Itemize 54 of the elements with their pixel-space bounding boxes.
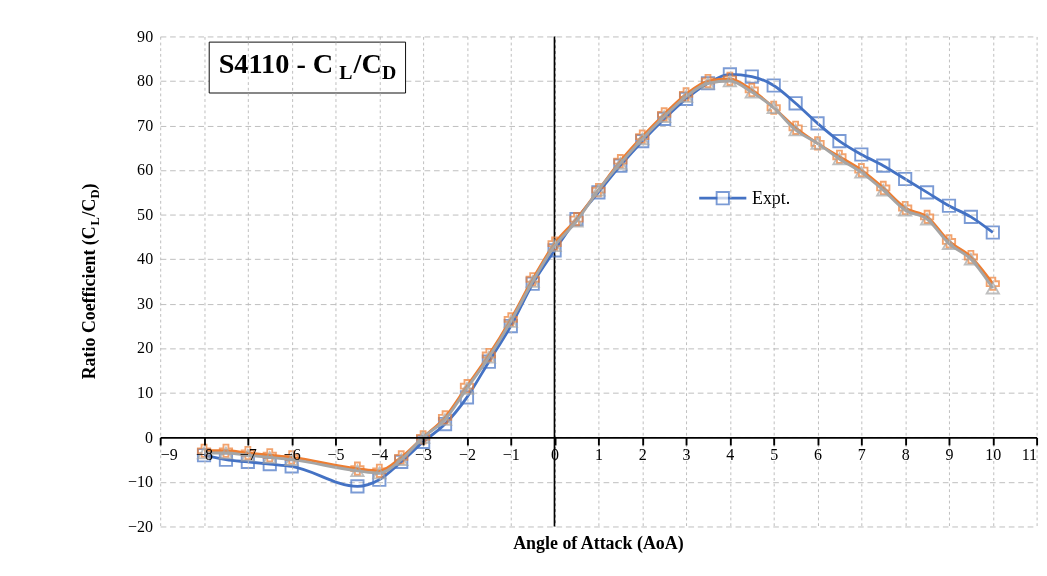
y-tick-label: −20 <box>128 517 154 535</box>
x-tick-label: −5 <box>327 445 345 463</box>
y-tick-label: 50 <box>137 205 154 223</box>
point <box>941 198 957 213</box>
point <box>744 69 759 84</box>
point <box>898 171 913 187</box>
x-tick-label: 11 <box>1021 445 1038 463</box>
y-tick-label: 90 <box>137 27 154 45</box>
x-tick-label: −3 <box>415 445 433 463</box>
point <box>350 479 365 494</box>
x-tick-label: 6 <box>813 445 823 463</box>
y-tick-label: 80 <box>137 72 154 90</box>
point <box>766 78 781 93</box>
point <box>788 96 803 111</box>
x-tick-label: 7 <box>857 445 866 463</box>
point <box>547 243 562 258</box>
point <box>876 158 891 173</box>
x-tick-label: −6 <box>283 445 301 463</box>
y-tick-label: 10 <box>137 384 154 402</box>
y-tick-label: 70 <box>137 116 154 134</box>
x-tick-label: 9 <box>945 445 954 463</box>
point <box>832 134 847 149</box>
x-tick-label: 5 <box>770 445 779 463</box>
x-axis-title: Angle of Attack (AoA) <box>513 533 684 555</box>
point <box>985 225 1000 240</box>
y-tick-label: 0 <box>145 428 154 446</box>
point <box>963 209 978 224</box>
x-tick-label: 2 <box>638 445 647 463</box>
y-tick-label: 60 <box>137 161 154 179</box>
point <box>481 354 496 369</box>
point <box>985 276 1000 291</box>
x-tick-label: −9 <box>160 445 178 463</box>
y-tick-label: 40 <box>137 250 154 268</box>
point <box>437 416 453 432</box>
x-tick-label: −4 <box>371 445 389 463</box>
y-tick-label: 30 <box>137 294 154 312</box>
y-tick-label: −10 <box>128 473 154 491</box>
point <box>854 147 869 162</box>
x-tick-label: 8 <box>901 445 910 463</box>
x-tick-label: 4 <box>726 445 735 463</box>
x-tick-label: −2 <box>458 445 476 463</box>
point <box>920 185 935 200</box>
point <box>416 434 431 449</box>
point <box>372 472 387 487</box>
x-tick-label: 1 <box>594 445 603 463</box>
x-tick-label: 10 <box>985 445 1002 463</box>
x-tick-label: 3 <box>682 445 691 463</box>
y-tick-label: 20 <box>137 339 154 357</box>
point <box>985 281 1000 295</box>
x-tick-label: −1 <box>502 445 520 463</box>
legend-label: Expt. <box>751 187 791 208</box>
y-axis-title: Ratio Coefficient (CL/CD) <box>79 183 102 380</box>
x-tick-label: −8 <box>195 445 214 463</box>
point <box>810 116 825 131</box>
